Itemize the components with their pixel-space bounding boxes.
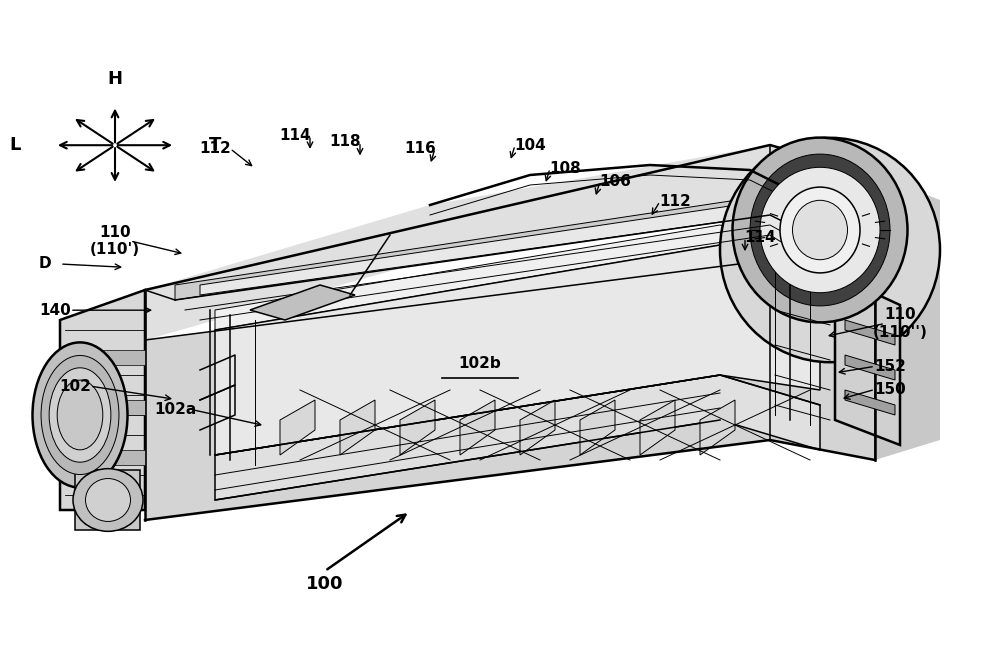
Polygon shape (875, 175, 940, 460)
Text: 102: 102 (59, 379, 91, 393)
Polygon shape (845, 320, 895, 345)
Text: 100: 100 (306, 575, 344, 593)
Text: 102b: 102b (459, 356, 501, 370)
Polygon shape (845, 390, 895, 415)
Text: 102a: 102a (154, 402, 196, 416)
Polygon shape (460, 400, 495, 455)
Polygon shape (60, 290, 145, 510)
Text: D: D (39, 257, 51, 271)
Ellipse shape (760, 167, 880, 292)
Text: 116: 116 (404, 141, 436, 156)
Polygon shape (520, 400, 555, 455)
Polygon shape (65, 350, 145, 365)
Polygon shape (835, 275, 900, 445)
Text: 112: 112 (199, 141, 231, 156)
Text: 152: 152 (874, 359, 906, 374)
Polygon shape (700, 400, 735, 455)
Polygon shape (640, 400, 675, 455)
Ellipse shape (49, 368, 111, 462)
Polygon shape (280, 400, 315, 455)
Polygon shape (175, 195, 875, 300)
Polygon shape (145, 145, 875, 340)
Polygon shape (65, 400, 145, 415)
Ellipse shape (32, 343, 128, 488)
Ellipse shape (57, 380, 103, 450)
Polygon shape (400, 400, 435, 455)
Polygon shape (250, 285, 355, 320)
Ellipse shape (792, 200, 848, 259)
Text: 150: 150 (874, 382, 906, 397)
Text: 108: 108 (549, 161, 581, 176)
Polygon shape (200, 200, 855, 295)
Text: L: L (9, 136, 21, 154)
Polygon shape (215, 245, 820, 455)
Polygon shape (65, 450, 145, 465)
Text: 106: 106 (599, 174, 631, 189)
Text: 114: 114 (744, 230, 776, 245)
Ellipse shape (732, 137, 908, 322)
Polygon shape (75, 470, 140, 530)
Polygon shape (340, 400, 375, 455)
Text: 112: 112 (659, 194, 691, 209)
Text: 140: 140 (39, 303, 71, 317)
Ellipse shape (750, 154, 890, 306)
Text: 118: 118 (329, 135, 361, 149)
Text: 110
(110''): 110 (110'') (873, 307, 927, 340)
Polygon shape (845, 355, 895, 380)
Text: H: H (108, 70, 122, 88)
Polygon shape (580, 400, 615, 455)
Ellipse shape (86, 478, 130, 521)
Ellipse shape (720, 138, 940, 362)
Polygon shape (145, 260, 875, 520)
Ellipse shape (73, 469, 143, 531)
Text: T: T (209, 136, 221, 154)
Polygon shape (215, 375, 820, 500)
Text: 104: 104 (514, 138, 546, 152)
Ellipse shape (780, 187, 860, 273)
Text: 114: 114 (279, 128, 311, 143)
Ellipse shape (41, 356, 119, 475)
Text: 110
(110'): 110 (110') (90, 224, 140, 257)
Polygon shape (215, 225, 820, 330)
